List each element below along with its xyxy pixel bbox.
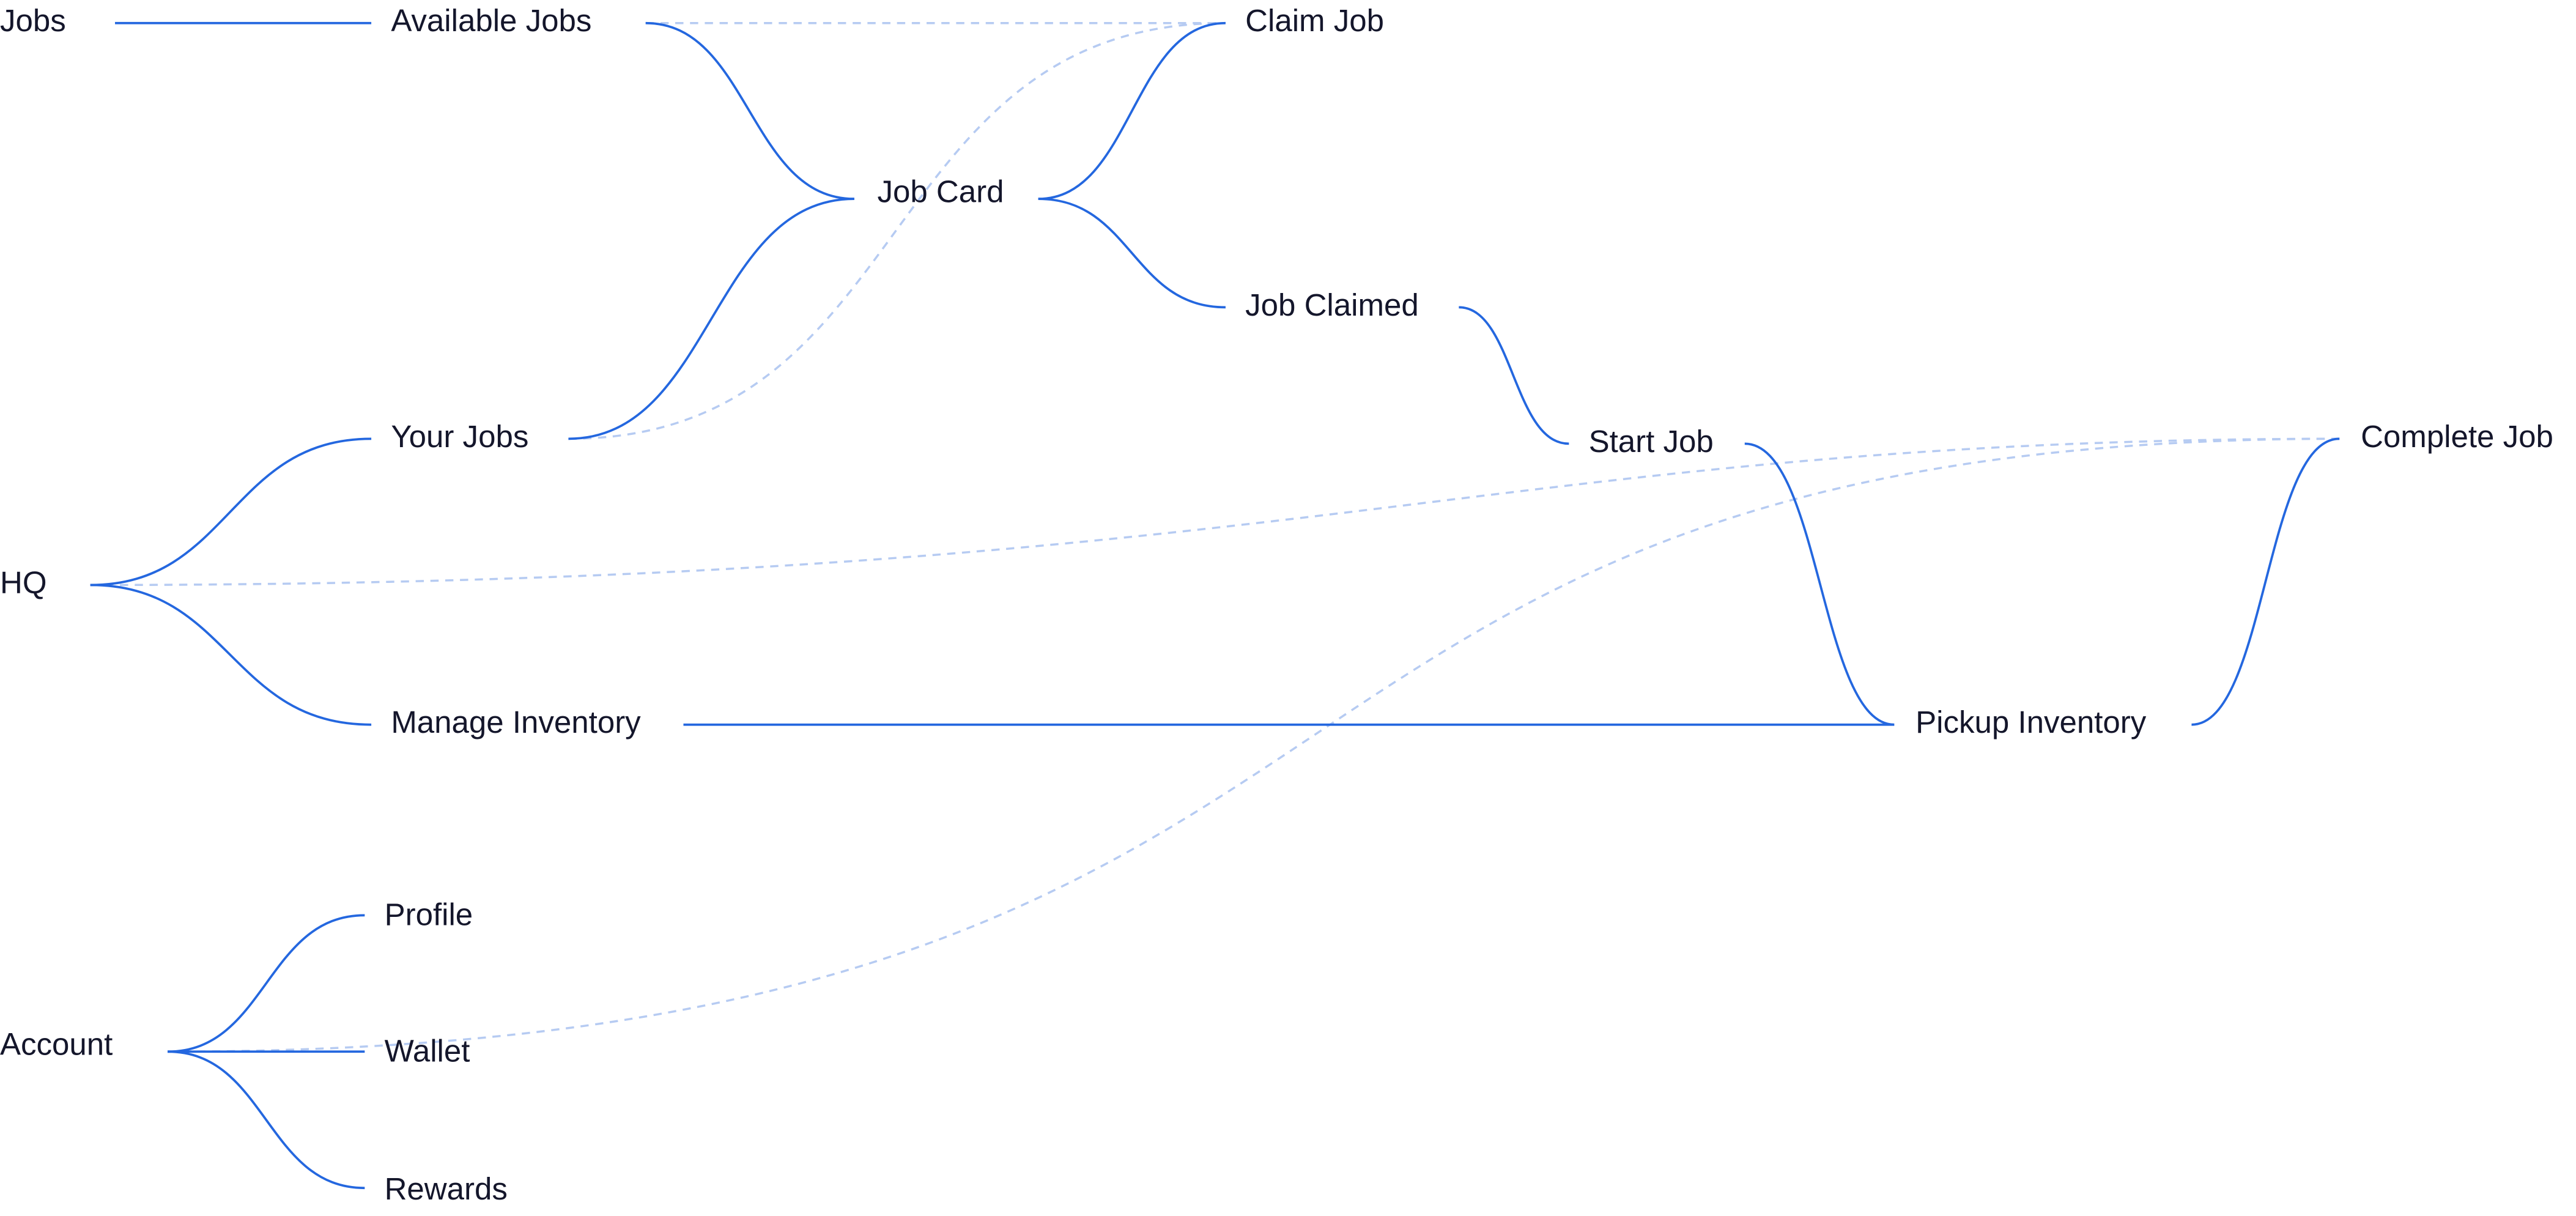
- link: [90, 584, 372, 726]
- link: [167, 914, 365, 1053]
- link: [2191, 437, 2340, 726]
- node-label: Complete Job: [2361, 419, 2553, 454]
- link: [1038, 198, 1226, 309]
- node-label: Job Card: [877, 174, 1004, 209]
- link: [90, 437, 372, 587]
- node-label: Pickup Inventory: [1915, 705, 2147, 740]
- node-label: Start Job: [1589, 424, 1714, 459]
- node-label: Account: [0, 1027, 113, 1062]
- node-label: Claim Job: [1245, 3, 1384, 38]
- link: [1744, 442, 1895, 726]
- link: [1459, 306, 1569, 445]
- node-label: Manage Inventory: [391, 705, 641, 740]
- link: [167, 437, 2340, 1053]
- solid-links: [90, 21, 2340, 1190]
- link: [645, 21, 854, 201]
- node-label: Jobs: [0, 3, 66, 38]
- link: [90, 437, 2340, 587]
- node-label: Your Jobs: [391, 419, 528, 454]
- node-label: HQ: [0, 565, 47, 600]
- link: [568, 21, 1226, 440]
- node-label: Job Claimed: [1245, 287, 1419, 322]
- link: [167, 1050, 365, 1190]
- labels: Jobs Available Jobs Claim Job Job Card J…: [0, 3, 2553, 1206]
- link: [568, 198, 854, 440]
- dashed-links: [90, 21, 2340, 1053]
- node-label: Rewards: [385, 1171, 508, 1206]
- link: [1038, 21, 1226, 201]
- node-label: Profile: [385, 897, 473, 932]
- node-label: Available Jobs: [391, 3, 591, 38]
- node-label: Wallet: [385, 1033, 470, 1068]
